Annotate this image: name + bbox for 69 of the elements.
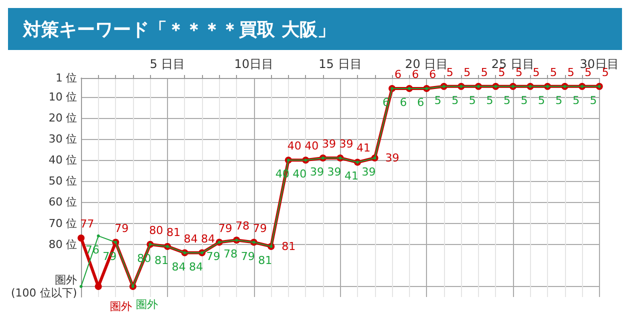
data-label: 77	[80, 218, 94, 231]
data-label: 5	[446, 66, 454, 79]
data-label: 40	[304, 140, 319, 153]
data-label: 39	[362, 166, 376, 179]
data-label: 圏外	[110, 300, 132, 313]
y-tick-label: 圏外 (100 位以下)	[10, 273, 78, 300]
data-label: 79	[114, 222, 129, 235]
data-label: 5	[550, 66, 558, 79]
point	[96, 234, 100, 238]
y-tick-label: 50 位	[48, 174, 78, 188]
y-tick-label: 30 位	[48, 132, 78, 146]
data-label: 圏外	[136, 298, 158, 311]
data-label: 84	[184, 232, 198, 246]
data-label: 78	[224, 248, 238, 261]
data-label: 39	[385, 152, 400, 165]
y-tick-label: 70 位	[48, 216, 78, 230]
y-tick-label: 10 位	[48, 90, 78, 104]
data-label: 79	[206, 250, 220, 263]
data-label: 84	[189, 260, 204, 274]
data-label: 5	[555, 94, 562, 107]
data-label: 5	[503, 94, 510, 107]
x-tick-label: 5 日目	[150, 57, 186, 71]
data-label: 39	[339, 138, 354, 151]
data-label: 6	[394, 68, 402, 82]
data-label: 5	[468, 94, 476, 107]
data-label: 79	[252, 222, 267, 235]
data-label: 6	[412, 68, 419, 82]
data-label: 39	[327, 166, 342, 179]
data-label: 5	[572, 94, 580, 107]
data-label: 40	[287, 140, 302, 153]
data-label: 5	[538, 94, 546, 107]
data-label: 5	[520, 94, 528, 107]
data-label: 39	[322, 138, 336, 151]
data-label: 5	[452, 94, 459, 107]
data-label: 84	[172, 260, 186, 274]
data-label: 5	[434, 94, 442, 107]
data-label: 41	[356, 142, 370, 155]
y-tick-label: 80 位	[48, 238, 78, 251]
data-label: 5	[486, 94, 494, 107]
data-label: 6	[417, 96, 424, 110]
point	[78, 234, 85, 242]
data-label: 6	[400, 96, 407, 110]
x-tick-label: 10日目	[234, 57, 274, 71]
data-label: 41	[344, 170, 358, 183]
data-label: 5	[480, 66, 488, 79]
data-label: 40	[292, 168, 307, 181]
data-label: 5	[567, 66, 574, 79]
point	[80, 284, 83, 288]
data-label: 78	[236, 220, 250, 233]
data-label: 5	[590, 94, 597, 107]
data-label: 6	[429, 68, 436, 82]
data-label: 79	[218, 222, 232, 235]
y-tick-label: 40 位	[48, 154, 78, 167]
x-tick-label: 15 日目	[318, 57, 362, 71]
data-label: 39	[310, 166, 324, 179]
y-tick-label: 1 位	[56, 72, 78, 84]
data-label: 80	[149, 224, 164, 237]
data-label: 81	[154, 254, 168, 267]
y-tick-label: 20 位	[48, 112, 78, 125]
data-label: 5	[464, 66, 471, 79]
data-label: 5	[532, 66, 540, 79]
chart-title: 対策キーワード「＊＊＊＊買取 大阪」	[22, 20, 336, 40]
data-label: 79	[240, 250, 255, 263]
data-label: 81	[166, 226, 180, 239]
data-label: 81	[282, 240, 296, 253]
data-label: 84	[201, 232, 216, 246]
y-tick-label: 60 位	[48, 196, 78, 209]
x-tick-label: 20 日目	[405, 57, 448, 71]
data-label: 81	[258, 254, 272, 267]
